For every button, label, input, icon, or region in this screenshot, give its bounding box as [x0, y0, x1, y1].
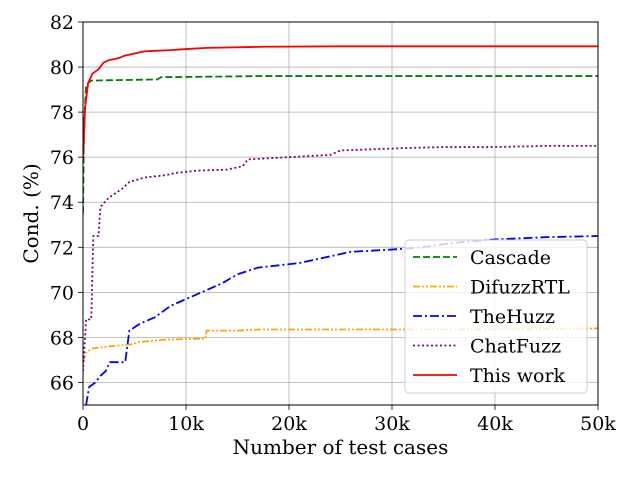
legend: Cascade DifuzzRTL TheHuzz ChatFuzz This work [404, 239, 588, 394]
series-line-this-work [83, 45, 598, 162]
legend-entry-this-work: This work [470, 365, 566, 387]
y-axis-label: Cond. (%) [19, 163, 43, 263]
legend-entry-thehuzz: TheHuzz [470, 306, 555, 328]
legend-box [404, 239, 588, 394]
x-tick-label: 50k [580, 413, 616, 435]
x-tick-label: 20k [271, 413, 307, 435]
legend-entry-difuzzrtl: DifuzzRTL [470, 277, 570, 299]
y-tick-label: 70 [50, 282, 74, 304]
series-line-cascade [83, 75, 598, 214]
axis-ticks: 0 10k 20k 30k 40k 50k 66 68 70 72 74 76 78 80 82 [50, 12, 617, 435]
y-tick-label: 66 [50, 372, 74, 394]
x-axis-label: Number of test cases [233, 435, 449, 459]
y-tick-label: 82 [50, 12, 74, 34]
series-line-chatfuzz [83, 145, 598, 372]
legend-entry-chatfuzz: ChatFuzz [470, 336, 561, 358]
y-tick-label: 80 [50, 57, 74, 79]
y-tick-label: 68 [50, 327, 74, 349]
y-tick-label: 72 [50, 237, 74, 259]
legend-entry-cascade: Cascade [470, 247, 551, 269]
plot-frame [82, 21, 599, 406]
x-tick-label: 10k [168, 413, 204, 435]
x-tick-label: 30k [374, 413, 410, 435]
x-tick-label: 40k [477, 413, 513, 435]
series-line-difuzzrtl [83, 327, 598, 363]
y-tick-label: 74 [50, 192, 74, 214]
x-tick-label: 0 [77, 413, 89, 435]
y-tick-label: 78 [50, 102, 74, 124]
y-tick-label: 76 [50, 147, 74, 169]
